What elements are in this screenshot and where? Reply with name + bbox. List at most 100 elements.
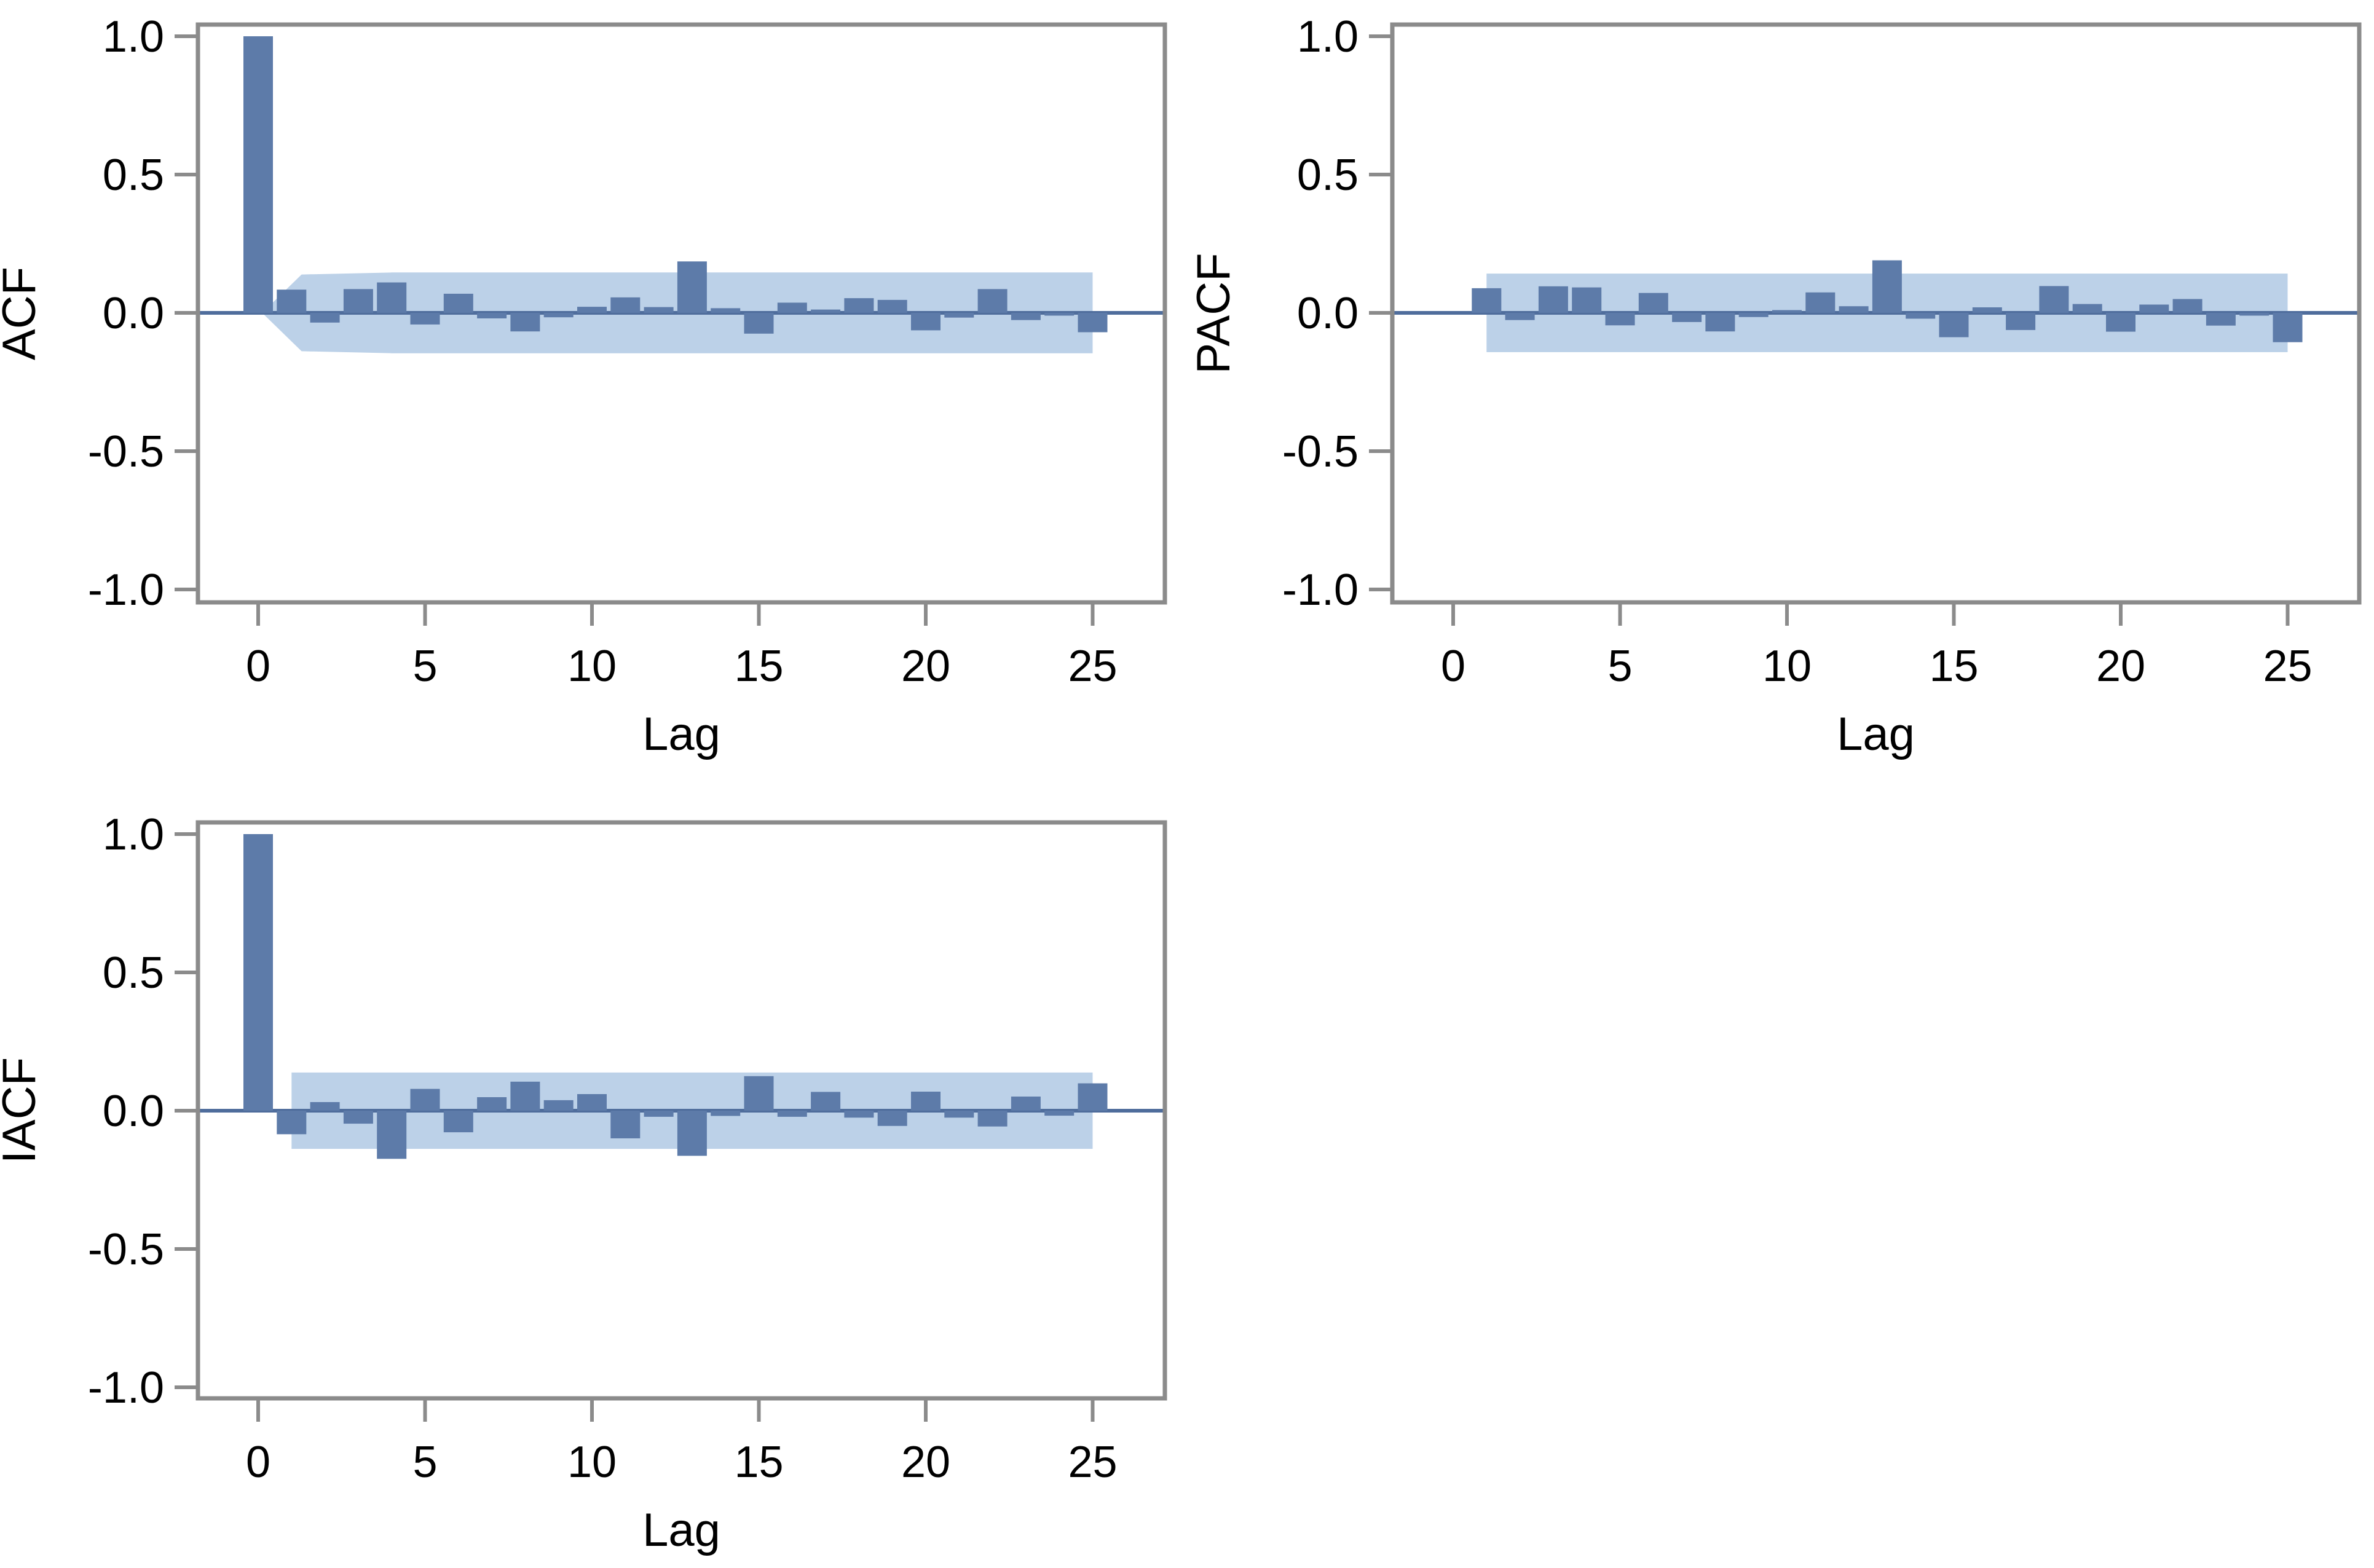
iacf-bar-lag-25 <box>1078 1083 1108 1111</box>
pacf-bar-lag-3 <box>1538 286 1568 313</box>
iacf-bar-lag-23 <box>1011 1097 1041 1111</box>
pacf-x-tick-label: 15 <box>1929 642 1978 691</box>
acf-bar-lag-25 <box>1078 313 1108 333</box>
acf-bar-lag-6 <box>443 293 473 313</box>
pacf-x-axis-label: Lag <box>1837 708 1915 760</box>
acf-bar-lag-1 <box>277 290 307 313</box>
iacf-bar-lag-13 <box>677 1111 707 1156</box>
pacf-bar-lag-1 <box>1472 288 1502 313</box>
acf-bar-lag-11 <box>610 297 641 313</box>
iacf-x-tick-label: 15 <box>734 1438 783 1487</box>
pacf-x-tick-label: 20 <box>2096 642 2145 691</box>
pacf-y-tick-label: 1.0 <box>1297 12 1359 61</box>
pacf-bar-lag-15 <box>1939 313 1969 337</box>
pacf-bar-lag-16 <box>1972 307 2002 313</box>
acf-bar-lag-20 <box>911 313 941 331</box>
iacf-bar-lag-18 <box>844 1111 874 1118</box>
iacf-y-axis-label: IACF <box>0 1057 45 1164</box>
acf-y-tick-label: 0.5 <box>103 151 164 200</box>
acf-bar-lag-3 <box>343 289 373 313</box>
pacf-bar-lag-6 <box>1638 293 1668 313</box>
acf-y-tick-label: 1.0 <box>103 12 164 61</box>
iacf-y-tick-label: 1.0 <box>103 810 164 859</box>
acf-x-tick-label: 5 <box>412 642 437 691</box>
acf-y-tick-label: 0.0 <box>103 289 164 338</box>
iacf-bar-lag-0 <box>243 834 273 1111</box>
iacf-bar-lag-24 <box>1044 1111 1075 1116</box>
iacf-bar-lag-4 <box>377 1111 407 1159</box>
acf-bar-lag-12 <box>644 307 674 313</box>
iacf-y-tick-label: -1.0 <box>88 1363 164 1412</box>
acf-x-tick-label: 10 <box>567 642 617 691</box>
pacf-y-tick-label: 0.0 <box>1297 289 1359 338</box>
pacf-bar-lag-21 <box>2139 304 2169 313</box>
iacf-x-tick-label: 0 <box>246 1438 270 1487</box>
iacf-bar-lag-6 <box>443 1111 473 1133</box>
iacf-bar-lag-11 <box>610 1111 641 1138</box>
acf-bar-lag-23 <box>1011 313 1041 320</box>
pacf-y-tick-label: -0.5 <box>1282 427 1359 476</box>
iacf-x-tick-label: 5 <box>412 1438 437 1487</box>
acf-bar-lag-9 <box>543 313 574 318</box>
acf-x-tick-label: 0 <box>246 642 270 691</box>
pacf-bar-lag-24 <box>2239 313 2269 316</box>
pacf-bar-lag-5 <box>1605 313 1635 326</box>
pacf-x-tick-label: 10 <box>1762 642 1812 691</box>
acf-y-tick-label: -1.0 <box>88 565 164 615</box>
pacf-bar-lag-23 <box>2206 313 2236 326</box>
iacf-bar-lag-12 <box>644 1111 674 1117</box>
pacf-bar-lag-11 <box>1805 292 1836 313</box>
acf-plot: 1.0 0.5 0.0 -0.5 -1.0 0 5 10 15 20 25 Lag ACF <box>0 12 1167 760</box>
acf-bar-lag-21 <box>944 313 974 318</box>
acf-x-tick-label: 20 <box>901 642 950 691</box>
pacf-x-tick-label: 0 <box>1441 642 1465 691</box>
iacf-bar-lag-20 <box>911 1092 941 1111</box>
pacf-bar-lag-14 <box>1906 313 1936 319</box>
acf-bar-lag-5 <box>410 313 440 325</box>
pacf-y-axis-label: PACF <box>1188 253 1240 374</box>
acf-bar-lag-8 <box>510 313 540 332</box>
pacf-plot: 1.0 0.5 0.0 -0.5 -1.0 0 5 10 15 20 25 Lag PACF <box>1188 12 2362 760</box>
acf-bar-lag-15 <box>744 313 774 334</box>
iacf-x-tick-label: 10 <box>567 1438 617 1487</box>
iacf-bar-lag-15 <box>744 1076 774 1111</box>
pacf-x-tick-label: 5 <box>1607 642 1632 691</box>
acf-bar-lag-0 <box>243 36 273 313</box>
iacf-bar-lag-1 <box>277 1111 307 1135</box>
pacf-bar-lag-20 <box>2106 313 2135 332</box>
iacf-y-tick-label: 0.5 <box>103 948 164 998</box>
acf-y-axis-label: ACF <box>0 267 45 360</box>
acf-y-tick-label: -0.5 <box>88 427 164 476</box>
pacf-bar-lag-12 <box>1839 306 1869 313</box>
acf-x-axis-label: Lag <box>642 708 720 760</box>
iacf-x-axis-label: Lag <box>642 1504 720 1556</box>
acf-bar-lag-14 <box>711 308 741 313</box>
acf-bar-lag-2 <box>310 313 340 323</box>
acf-bar-lag-19 <box>877 299 907 313</box>
iacf-x-tick-label: 20 <box>901 1438 950 1487</box>
acf-bar-lag-17 <box>811 309 841 313</box>
iacf-y-tick-label: 0.0 <box>103 1087 164 1136</box>
acf-bar-lag-4 <box>377 282 407 313</box>
iacf-bar-lag-3 <box>343 1111 373 1124</box>
iacf-bar-lag-5 <box>410 1089 440 1111</box>
iacf-bar-lag-21 <box>944 1111 974 1118</box>
acf-bar-lag-16 <box>777 302 807 313</box>
acf-x-tick-label: 25 <box>1068 642 1117 691</box>
pacf-bar-lag-17 <box>2006 313 2036 330</box>
iacf-bar-lag-17 <box>811 1092 841 1111</box>
iacf-bar-lag-8 <box>510 1081 540 1111</box>
iacf-bar-lag-14 <box>711 1111 741 1116</box>
pacf-bar-lag-19 <box>2072 304 2102 313</box>
pacf-bar-lag-2 <box>1505 313 1535 320</box>
iacf-plot: 1.0 0.5 0.0 -0.5 -1.0 0 5 10 15 20 25 Lag IACF <box>0 810 1167 1556</box>
iacf-bar-lag-7 <box>477 1097 507 1111</box>
iacf-bar-lag-2 <box>310 1102 340 1111</box>
acf-bar-lag-24 <box>1044 313 1075 316</box>
iacf-x-tick-label: 25 <box>1068 1438 1117 1487</box>
pacf-x-tick-label: 25 <box>2263 642 2312 691</box>
pacf-bar-lag-8 <box>1705 313 1735 332</box>
pacf-y-tick-label: 0.5 <box>1297 151 1359 200</box>
